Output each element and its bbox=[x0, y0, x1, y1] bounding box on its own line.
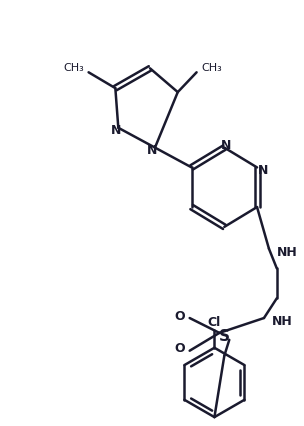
Text: N: N bbox=[258, 164, 268, 176]
Text: O: O bbox=[174, 309, 185, 322]
Text: O: O bbox=[174, 342, 185, 354]
Text: N: N bbox=[111, 124, 122, 137]
Text: Cl: Cl bbox=[208, 316, 221, 329]
Text: NH: NH bbox=[272, 315, 293, 328]
Text: CH₃: CH₃ bbox=[63, 63, 84, 73]
Text: S: S bbox=[219, 328, 230, 343]
Text: NH: NH bbox=[277, 245, 298, 259]
Text: N: N bbox=[147, 144, 157, 157]
Text: N: N bbox=[221, 139, 232, 152]
Text: CH₃: CH₃ bbox=[202, 63, 222, 73]
